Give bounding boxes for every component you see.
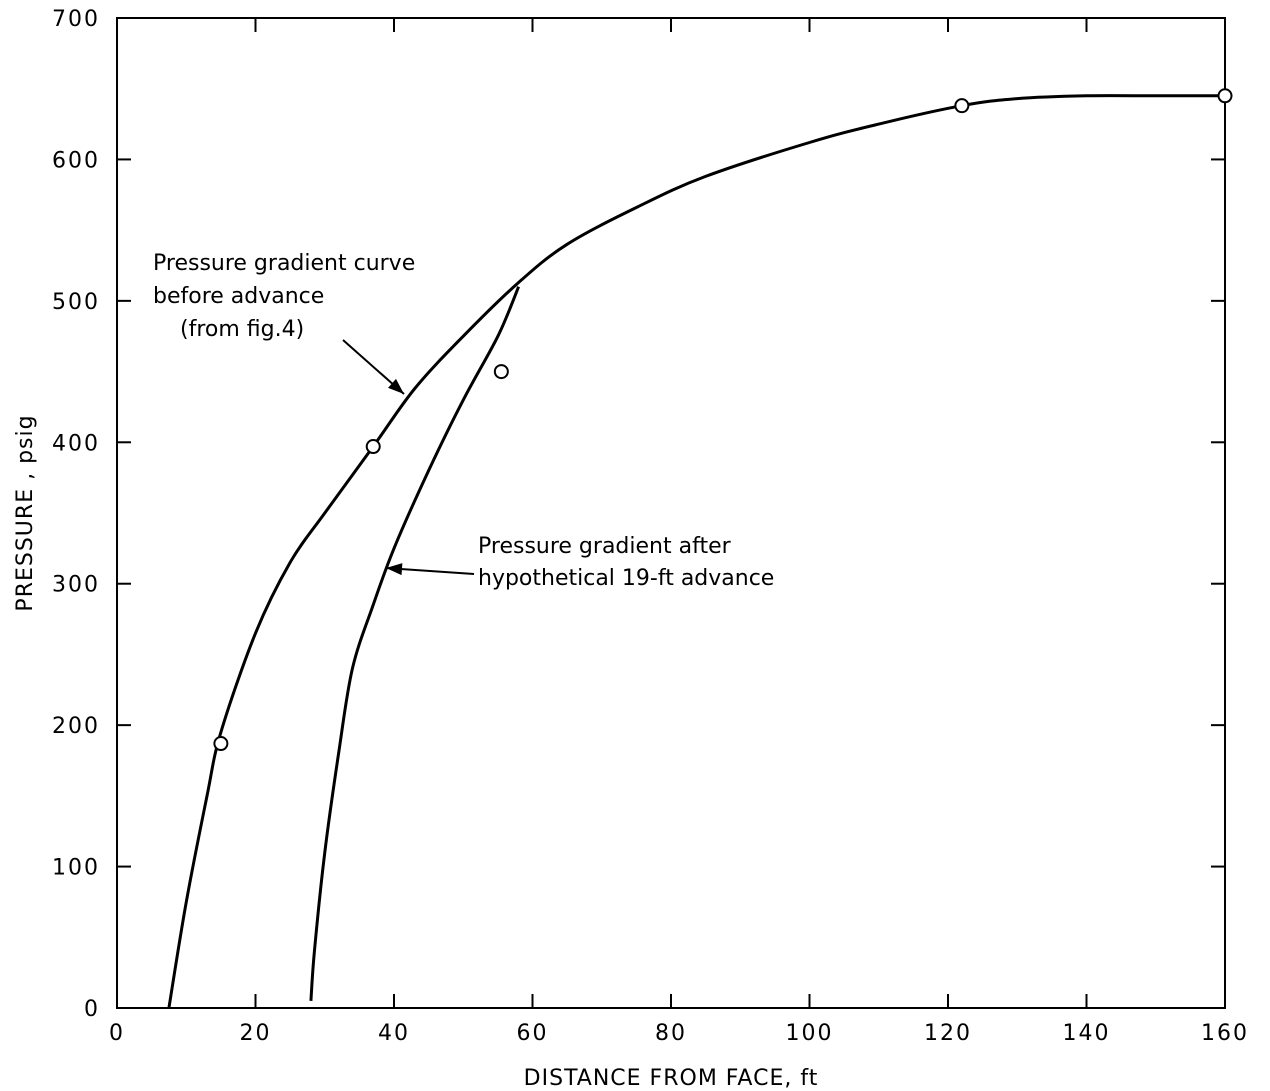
annotation-line: Pressure gradient curve [153, 251, 415, 276]
x-tick-label: 100 [786, 1021, 834, 1046]
annotation-line: (from fig.4) [180, 317, 304, 342]
annotation-before-advance: Pressure gradient curve before advance (… [153, 251, 415, 342]
y-tick-label: 100 [52, 856, 100, 881]
x-tick-label: 0 [109, 1021, 125, 1046]
curve-after-advance [309, 286, 520, 1002]
y-tick-label: 400 [52, 431, 100, 456]
data-points [213, 88, 1233, 752]
x-tick-label: 140 [1063, 1021, 1111, 1046]
y-tick-label: 200 [52, 714, 100, 739]
plot-frame [116, 17, 1226, 1009]
annotation-line: before advance [153, 284, 324, 309]
data-point [493, 364, 509, 380]
x-tick-label: 40 [378, 1021, 410, 1046]
axis-ticks [116, 17, 1226, 1009]
data-point [1217, 88, 1233, 104]
x-tick-label: 80 [655, 1021, 687, 1046]
y-axis-title: PRESSURE , psig [13, 414, 38, 611]
x-tick-label: 160 [1201, 1021, 1249, 1046]
data-point [213, 736, 229, 752]
data-point [365, 439, 381, 455]
annotation-line: Pressure gradient after [478, 534, 732, 559]
y-tick-label: 0 [84, 997, 100, 1022]
arrow-to-before-curve [342, 339, 405, 395]
x-axis-title: DISTANCE FROM FACE, ft [524, 1066, 819, 1091]
curve-before-advance [167, 94, 1225, 1009]
x-tick-label: 60 [517, 1021, 549, 1046]
curves [167, 94, 1225, 1009]
y-tick-label: 300 [52, 573, 100, 598]
data-point [954, 98, 970, 114]
axis-tick-labels: 0 20 40 60 80 100 120 140 160 0 100 200 300 400 500 600… [52, 7, 1249, 1046]
y-tick-label: 700 [52, 7, 100, 32]
arrow-to-after-curve [385, 563, 475, 576]
annotation-after-advance: Pressure gradient after hypothetical 19-… [478, 534, 774, 591]
y-tick-label: 500 [52, 290, 100, 315]
annotation-arrows [342, 339, 475, 576]
x-tick-label: 20 [240, 1021, 272, 1046]
x-tick-label: 120 [924, 1021, 972, 1046]
y-tick-label: 600 [52, 148, 100, 173]
annotation-line: hypothetical 19-ft advance [478, 566, 774, 591]
